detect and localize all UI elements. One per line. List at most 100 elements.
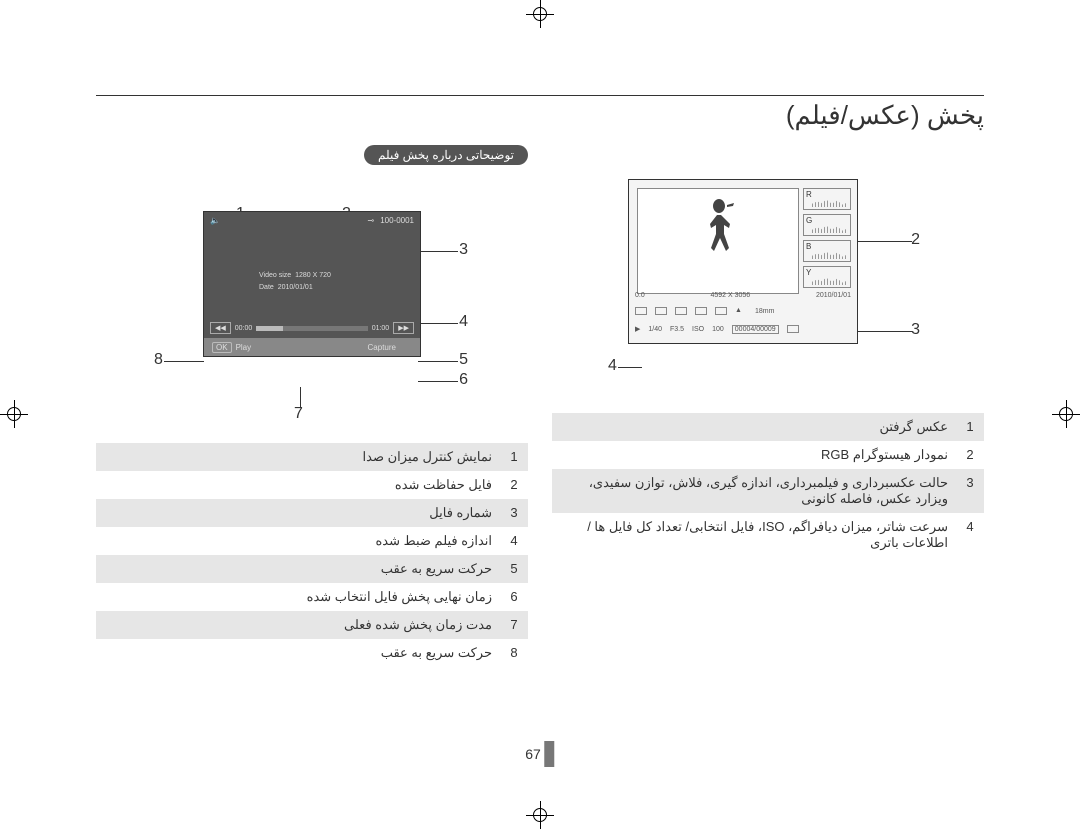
legend-number: 1 [956,413,984,441]
table-row: 1عکس گرفتن [552,413,984,441]
column-right: 1 2 3 4 [552,145,984,667]
table-row: 8حرکت سریع به عقب [96,639,528,667]
print-regmark [526,801,554,829]
legend-text: نمایش کنترل میزان صدا [96,443,500,471]
table-row: 3حالت عکسبرداری و فیلمبرداری، اندازه گیر… [552,469,984,513]
callout-number: 3 [459,241,468,259]
legend-number: 5 [500,555,528,583]
callout-number: 3 [911,321,920,339]
legend-number: 3 [956,469,984,513]
video-size: 1280 X 720 [295,272,331,279]
callout-number: 7 [294,405,303,423]
movie-footer: OK Play Capture [204,338,420,356]
table-row: 2فایل حفاظت شده [96,471,528,499]
mode-icon [635,307,647,315]
flash-icon [675,307,687,315]
date-value: 2010/01/01 [278,284,313,291]
page-number: 67 [525,741,554,767]
movie-transport: ◀◀ 00:00 01:00 ▶▶ [210,322,414,334]
wb-icon [695,307,707,315]
legend-number: 1 [500,443,528,471]
leader-line [418,381,458,382]
leader-line [618,367,642,368]
legend-text: سرعت شاتر، میزان دیافراگم، ISO، فایل انت… [552,513,956,557]
battery-icon [400,343,412,351]
channel-label: G [806,216,812,225]
meter-icon [655,307,667,315]
legend-text: نمودار هیستوگرام RGB [552,441,956,469]
legend-text: اندازه فیلم ضبط شده [96,527,500,555]
play-label: Play [236,343,252,352]
movie-infobox: Video size 1280 X 720 Date 2010/01/01 [259,270,331,294]
play-mark: ▶ [635,325,640,333]
photo-info-row: ▲ 18mm [629,303,857,319]
divider [96,95,984,96]
channel-label: R [806,190,812,199]
page-title: پخش (عکس/فیلم) [96,100,984,131]
print-regmark [1052,400,1080,428]
legend-text: زمان نهایی پخش فایل انتخاب شده [96,583,500,611]
legend-text: فایل حفاظت شده [96,471,500,499]
date-label: Date [259,284,274,291]
legend-number: 6 [500,583,528,611]
photo-date: 2010/01/01 [816,292,851,299]
iso-value: 100 [712,326,724,333]
elapsed-time: 00:00 [235,325,253,332]
photo-preview [637,188,799,294]
table-row: 5حرکت سریع به عقب [96,555,528,583]
column-left: توضیحاتی درباره پخش فیلم 1 2 3 4 5 6 [96,145,528,667]
legend-number: 4 [956,513,984,557]
photo-info-row: ▶ 1/40 F3.5 ISO 100 00004/00009 [629,321,857,337]
callout-number: 2 [911,231,920,249]
page-number-tab [545,741,555,767]
photo-legend-table: 1عکس گرفتن2نمودار هیستوگرام RGB3حالت عکس… [552,413,984,557]
table-row: 4اندازه فیلم ضبط شده [96,527,528,555]
callout-number: 4 [608,357,617,375]
callout-number: 5 [459,351,468,369]
table-row: 6زمان نهایی پخش فایل انتخاب شده [96,583,528,611]
table-row: 7مدت زمان پخش شده فعلی [96,611,528,639]
rewind-button[interactable]: ◀◀ [210,322,231,334]
print-regmark [0,400,28,428]
channel-label: Y [806,268,811,277]
movie-statusbar: 🔈 ⊸ 100-0001 [210,216,414,225]
callout-number: 8 [154,351,163,369]
leader-line [418,361,458,362]
progress-bar[interactable] [256,326,367,331]
legend-text: شماره فایل [96,499,500,527]
leader-line [418,323,458,324]
aperture: F3.5 [670,326,684,333]
legend-text: مدت زمان پخش شده فعلی [96,611,500,639]
table-row: 2نمودار هیستوگرام RGB [552,441,984,469]
section-title: توضیحاتی درباره پخش فیلم [364,145,528,165]
movie-legend-table: 1نمایش کنترل میزان صدا2فایل حفاظت شده3شم… [96,443,528,667]
photo-info-row: 0.0 4592 X 3056 2010/01/01 [629,287,857,303]
callout-number: 4 [459,313,468,331]
legend-number: 4 [500,527,528,555]
channel-label: B [806,242,811,251]
iso-label: ISO [692,326,704,333]
legend-number: 8 [500,639,528,667]
photo-size: 4592 X 3056 [710,292,750,299]
legend-number: 2 [500,471,528,499]
print-regmark [526,0,554,28]
fast-forward-button[interactable]: ▶▶ [393,322,414,334]
person-silhouette-icon [696,199,742,287]
ev-value: 0.0 [635,292,645,299]
leader-line [418,251,458,252]
legend-text: عکس گرفتن [552,413,956,441]
shutter-speed: 1/40 [648,326,662,333]
table-row: 4سرعت شاتر، میزان دیافراگم، ISO، فایل ان… [552,513,984,557]
battery-icon [787,325,799,333]
legend-text: حالت عکسبرداری و فیلمبرداری، اندازه گیری… [552,469,956,513]
ok-chip: OK [212,342,232,353]
triangle-icon: ▲ [735,307,747,315]
photo-mock: 1 2 3 4 [618,179,918,399]
legend-number: 7 [500,611,528,639]
leader-line [164,361,204,362]
table-row: 1نمایش کنترل میزان صدا [96,443,528,471]
capture-label: Capture [368,343,396,352]
volume-icon: 🔈 [210,216,220,225]
legend-text: حرکت سریع به عقب [96,639,500,667]
legend-number: 2 [956,441,984,469]
